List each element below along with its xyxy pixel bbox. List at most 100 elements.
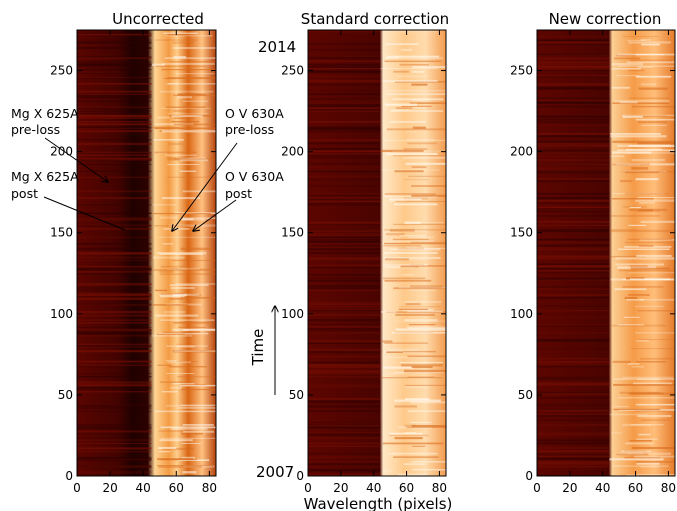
annotation-arrow [172,142,238,231]
y-tick-label: 50 [518,388,533,402]
heatmap-streak [617,452,672,455]
heatmap-streak [163,310,186,314]
heatmap-streak [612,163,650,166]
heatmap-streak [308,434,381,437]
heatmap-streak [537,202,610,204]
heatmap-streak [308,200,381,202]
heatmap-streak [537,198,610,200]
heatmap-streak [308,230,381,232]
heatmap-streak [537,142,610,145]
heatmap-streak [77,456,152,459]
heatmap-streak [160,426,216,429]
heatmap-streak [615,263,665,266]
x-tick-label: 20 [333,481,348,495]
heatmap-streak [384,139,446,141]
heatmap-streak [308,384,381,386]
heatmap-streak [384,229,446,231]
heatmap-streaks [77,32,216,474]
heatmap-streak [308,229,381,232]
heatmap-streak [537,239,610,241]
heatmap-streak [308,432,381,435]
heatmap-streak [77,247,152,250]
heatmap-streak [77,334,152,337]
heatmap-streak [308,126,381,129]
heatmap-streak [308,247,381,250]
heatmap-streak [77,439,152,442]
heatmap-streak [626,39,647,42]
heatmap-streak [308,57,381,60]
y-tick-label: 150 [50,226,73,240]
heatmap-streak [637,474,675,476]
heatmap-streak [308,93,381,96]
heatmap-streak [407,376,435,378]
heatmap-streak [611,63,644,66]
heatmap-streak [390,372,406,375]
heatmap-streak [308,197,381,200]
heatmap-streak [77,170,152,172]
heatmap-streak [392,150,445,152]
heatmap-streak [623,450,647,452]
heatmap-streak [628,164,640,166]
heatmap-streak [77,35,152,37]
heatmap-streak [308,364,381,367]
heatmap-streak [537,115,610,118]
heatmap-streak [172,41,194,44]
panel-standard-correction: Standard correction 0 50 100 150 200 250 0 20 4… [249,10,452,511]
heatmap-streak [77,130,152,132]
heatmap-streak [537,452,610,455]
heatmap-streak [537,440,610,442]
heatmap-streak [626,298,645,301]
heatmap-streak [308,179,381,181]
heatmap-streak [391,331,446,334]
heatmap-streak [151,334,193,337]
heatmap-streak [637,414,672,418]
heatmap-streak [383,264,428,267]
heatmap-streak [624,296,638,300]
heatmap-streak [631,366,644,368]
heatmap-streak [386,55,399,59]
heatmap-streak [640,465,659,468]
x-tick-label: 40 [136,481,151,495]
heatmap-streak [308,324,381,326]
heatmap-streak [537,196,610,199]
heatmap-streak [77,243,152,245]
heatmap-streak [77,218,152,221]
heatmap-streak [308,264,381,266]
heatmap-streak [407,142,438,145]
heatmap-streak [177,375,216,378]
y-axis: 0 50 100 150 200 250 [281,64,446,483]
heatmap-streak [618,258,641,260]
heatmap-streak [622,36,659,37]
heatmap-streak [622,286,664,288]
heatmap-streak [77,69,152,71]
annotation-ov-post-line2: post [225,186,252,201]
heatmap-streak [640,39,651,41]
heatmap-streak [626,452,644,455]
heatmap-streak [77,296,152,299]
heatmap-streak [77,158,152,161]
heatmap-streak [409,264,425,266]
heatmap-streak [537,414,610,418]
heatmap-streak [167,361,191,364]
x-tick-label: 80 [432,481,447,495]
heatmap-streak [77,46,152,50]
heatmap-streak [308,470,381,472]
heatmap-streak [394,170,424,173]
heatmap-streak [610,135,667,138]
heatmap-streak [625,241,675,244]
heatmap-streak [308,398,381,401]
x-tick-label: 60 [169,481,184,495]
heatmap-streak [389,432,423,435]
heatmap-streak [537,339,610,341]
heatmap-streak [537,61,610,64]
heatmap-streak [399,63,429,66]
heatmap-streak [308,235,381,237]
heatmap-streak [164,57,216,60]
heatmap-streak [308,107,381,109]
heatmap-streak [404,432,416,434]
heatmap-streak [537,193,610,195]
heatmap-streak [639,202,655,204]
heatmap-streak [308,31,381,33]
heatmap-streak [637,142,675,145]
heatmap-streak [308,259,381,261]
